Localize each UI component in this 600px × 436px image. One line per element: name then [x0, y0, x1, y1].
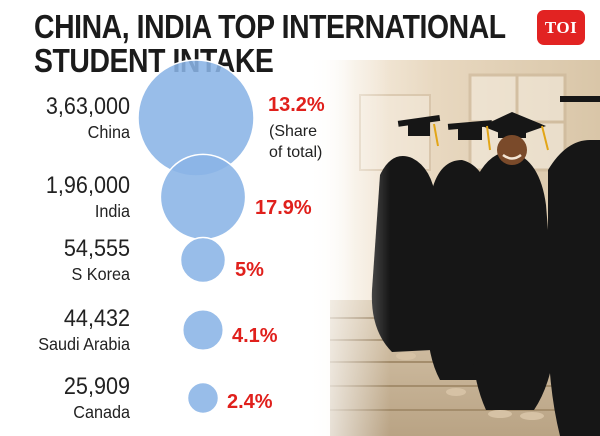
- share-label: 4.1%: [232, 325, 278, 347]
- value-label: 44,432: [64, 304, 130, 331]
- bubble-canada: [186, 381, 220, 415]
- toi-logo: TOI: [537, 10, 585, 45]
- category-label: Saudi Arabia: [38, 334, 130, 354]
- share-note-line-1: (Share: [269, 123, 317, 140]
- share-label: 13.2%: [268, 94, 325, 116]
- value-label: 25,909: [64, 372, 130, 399]
- bubble-india: [159, 153, 247, 241]
- category-label: India: [95, 201, 131, 221]
- title-line-2: STUDENT INTAKE: [34, 42, 274, 79]
- share-label: 2.4%: [227, 391, 273, 413]
- bubble-saudi-arabia: [181, 308, 225, 352]
- value-label: 1,96,000: [46, 171, 130, 198]
- category-label: Canada: [73, 402, 130, 422]
- share-note-line-2: of total): [269, 144, 322, 161]
- title-line-1: CHINA, INDIA TOP INTERNATIONAL: [34, 8, 506, 45]
- category-label: S Korea: [72, 264, 131, 284]
- share-label: 17.9%: [255, 197, 312, 219]
- share-label: 5%: [235, 259, 264, 281]
- bubble-s-korea: [179, 236, 227, 284]
- category-label: China: [88, 122, 131, 142]
- value-label: 54,555: [64, 234, 130, 261]
- value-label: 3,63,000: [46, 92, 130, 119]
